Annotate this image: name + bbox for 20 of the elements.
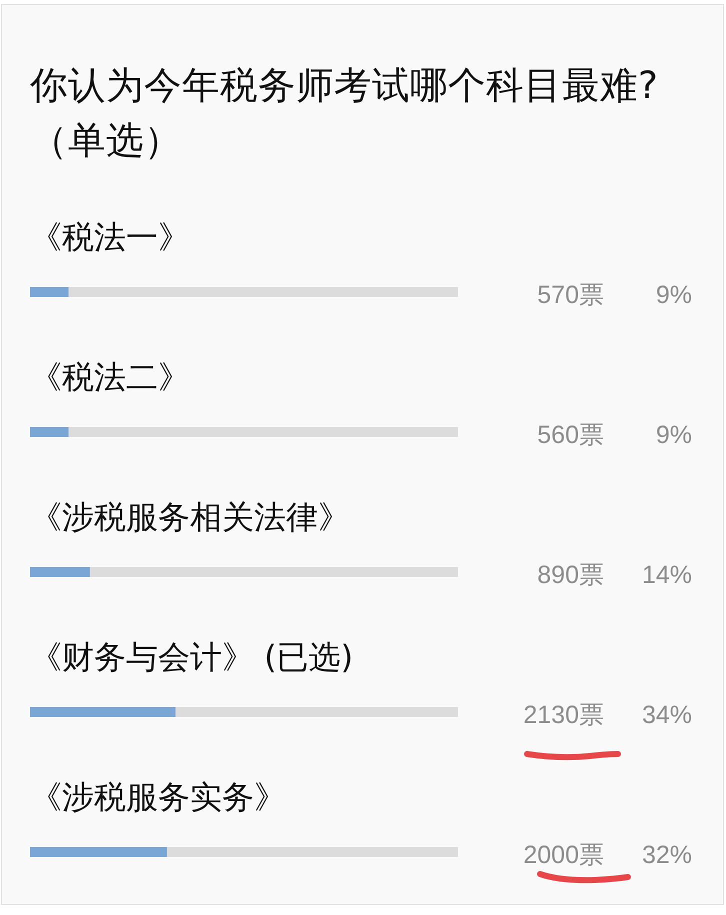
text: 2000票 bbox=[523, 841, 604, 869]
bar bbox=[30, 567, 90, 577]
bar bbox=[30, 427, 69, 437]
data-label: 14% bbox=[642, 561, 692, 589]
text: 2130票 bbox=[523, 701, 604, 729]
y-tick-label: 《税法二》 bbox=[30, 358, 190, 396]
y-tick-label: 《财务与会计》 (已选) bbox=[30, 638, 354, 676]
text: 560票 bbox=[537, 421, 604, 449]
chart-subtitle: （单选） bbox=[30, 118, 182, 162]
chart-title: 你认为今年税务师考试哪个科目最难? bbox=[29, 63, 658, 107]
bar bbox=[30, 287, 69, 297]
text: 570票 bbox=[537, 281, 604, 309]
y-tick-label: 《税法一》 bbox=[30, 218, 190, 256]
data-label: 32% bbox=[642, 841, 692, 869]
data-label: 9% bbox=[656, 421, 692, 449]
y-tick-label: 《涉税服务实务》 bbox=[30, 778, 286, 816]
text: 890票 bbox=[537, 561, 604, 589]
data-label: 9% bbox=[656, 281, 692, 309]
y-tick-label: 《涉税服务相关法律》 bbox=[30, 498, 350, 536]
data-label: 34% bbox=[642, 701, 692, 729]
